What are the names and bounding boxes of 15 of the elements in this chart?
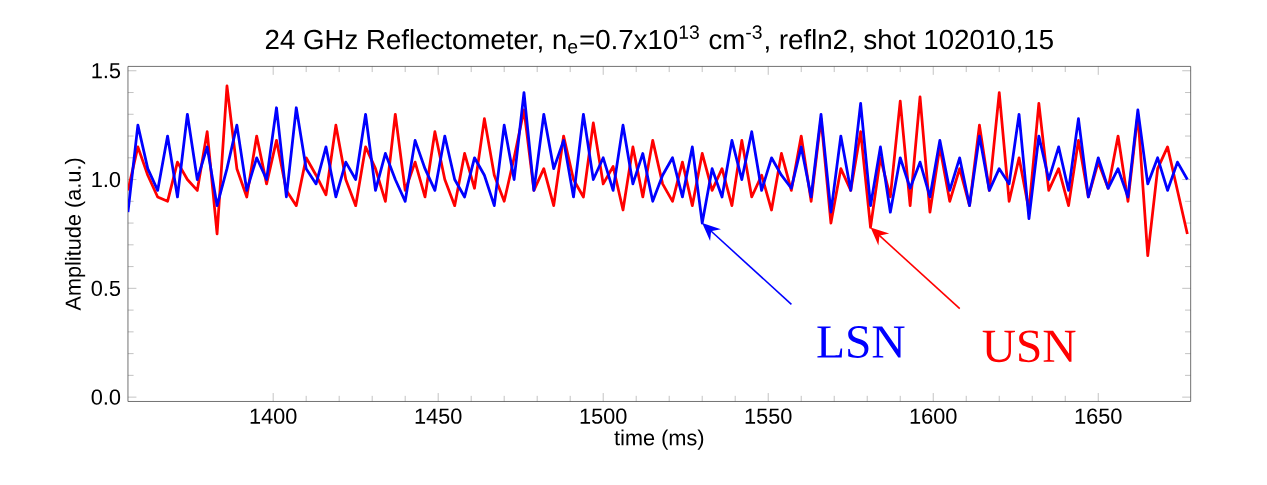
y-tick-label: 0.0 (91, 389, 121, 405)
x-tick-label: 1450 (415, 408, 462, 424)
y-tick-label: 1.0 (92, 172, 121, 188)
x-tick-label: 1550 (745, 408, 792, 424)
text: USN (982, 330, 1076, 363)
y-tick-label: 1.5 (92, 63, 121, 79)
y-tick-label: 0.5 (91, 280, 121, 297)
x-axis-title: time (ms) (614, 429, 704, 450)
x-tick-label: 1650 (1075, 408, 1122, 424)
x-tick-label: 1600 (910, 408, 957, 424)
x-tick-label: 1400 (250, 408, 297, 424)
y-axis-title: Amplitude (a.u.) (64, 158, 86, 311)
chart-title: 24 GHz Reflectometer, n$_{e}$=0.7x10$^{13}$ cm$^{-3}$, refln2, shot 102010,15 (265, 25, 1053, 54)
text: LSN (817, 326, 905, 359)
x-tick-label: 1500 (580, 408, 627, 424)
